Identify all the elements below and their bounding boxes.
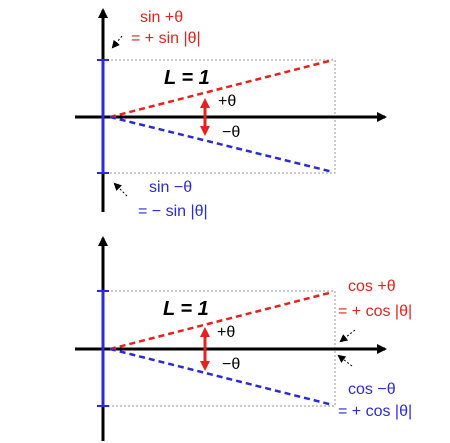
top-ray-positive — [109, 58, 334, 119]
top-diagram: sin +θ = + sin |θ| L = 1 +θ −θ sin −θ = … — [75, 8, 387, 220]
bottom-plus-theta: +θ — [217, 324, 235, 341]
bottom-cos-pos-line1: cos +θ — [348, 278, 396, 295]
top-length-label: L = 1 — [164, 67, 210, 89]
bottom-pointer-upper — [339, 329, 356, 343]
bottom-minus-theta: −θ — [222, 356, 240, 373]
top-sin-pos-line1: sin +θ — [140, 9, 183, 26]
top-sin-neg-line1: sin −θ — [149, 179, 192, 196]
bottom-ray-negative — [109, 347, 334, 407]
bottom-cos-pos-line2: = + cos |θ| — [338, 303, 412, 320]
top-plus-theta: +θ — [218, 93, 236, 110]
top-pointer-lower — [113, 182, 128, 197]
bottom-pointer-lower — [337, 354, 353, 367]
top-sin-pos-line2: = + sin |θ| — [131, 30, 201, 47]
bottom-diagram: L = 1 +θ −θ cos +θ = + cos |θ| cos −θ = … — [75, 236, 412, 441]
top-ray-negative — [109, 115, 334, 174]
top-minus-theta: −θ — [222, 124, 240, 141]
top-sin-neg-line2: = − sin |θ| — [138, 203, 208, 220]
bottom-cos-neg-line1: cos −θ — [348, 381, 396, 398]
bottom-ray-positive — [109, 290, 334, 351]
top-pointer-upper — [111, 35, 123, 49]
bottom-cos-neg-line2: = + cos |θ| — [338, 403, 412, 420]
bottom-length-label: L = 1 — [163, 298, 209, 320]
